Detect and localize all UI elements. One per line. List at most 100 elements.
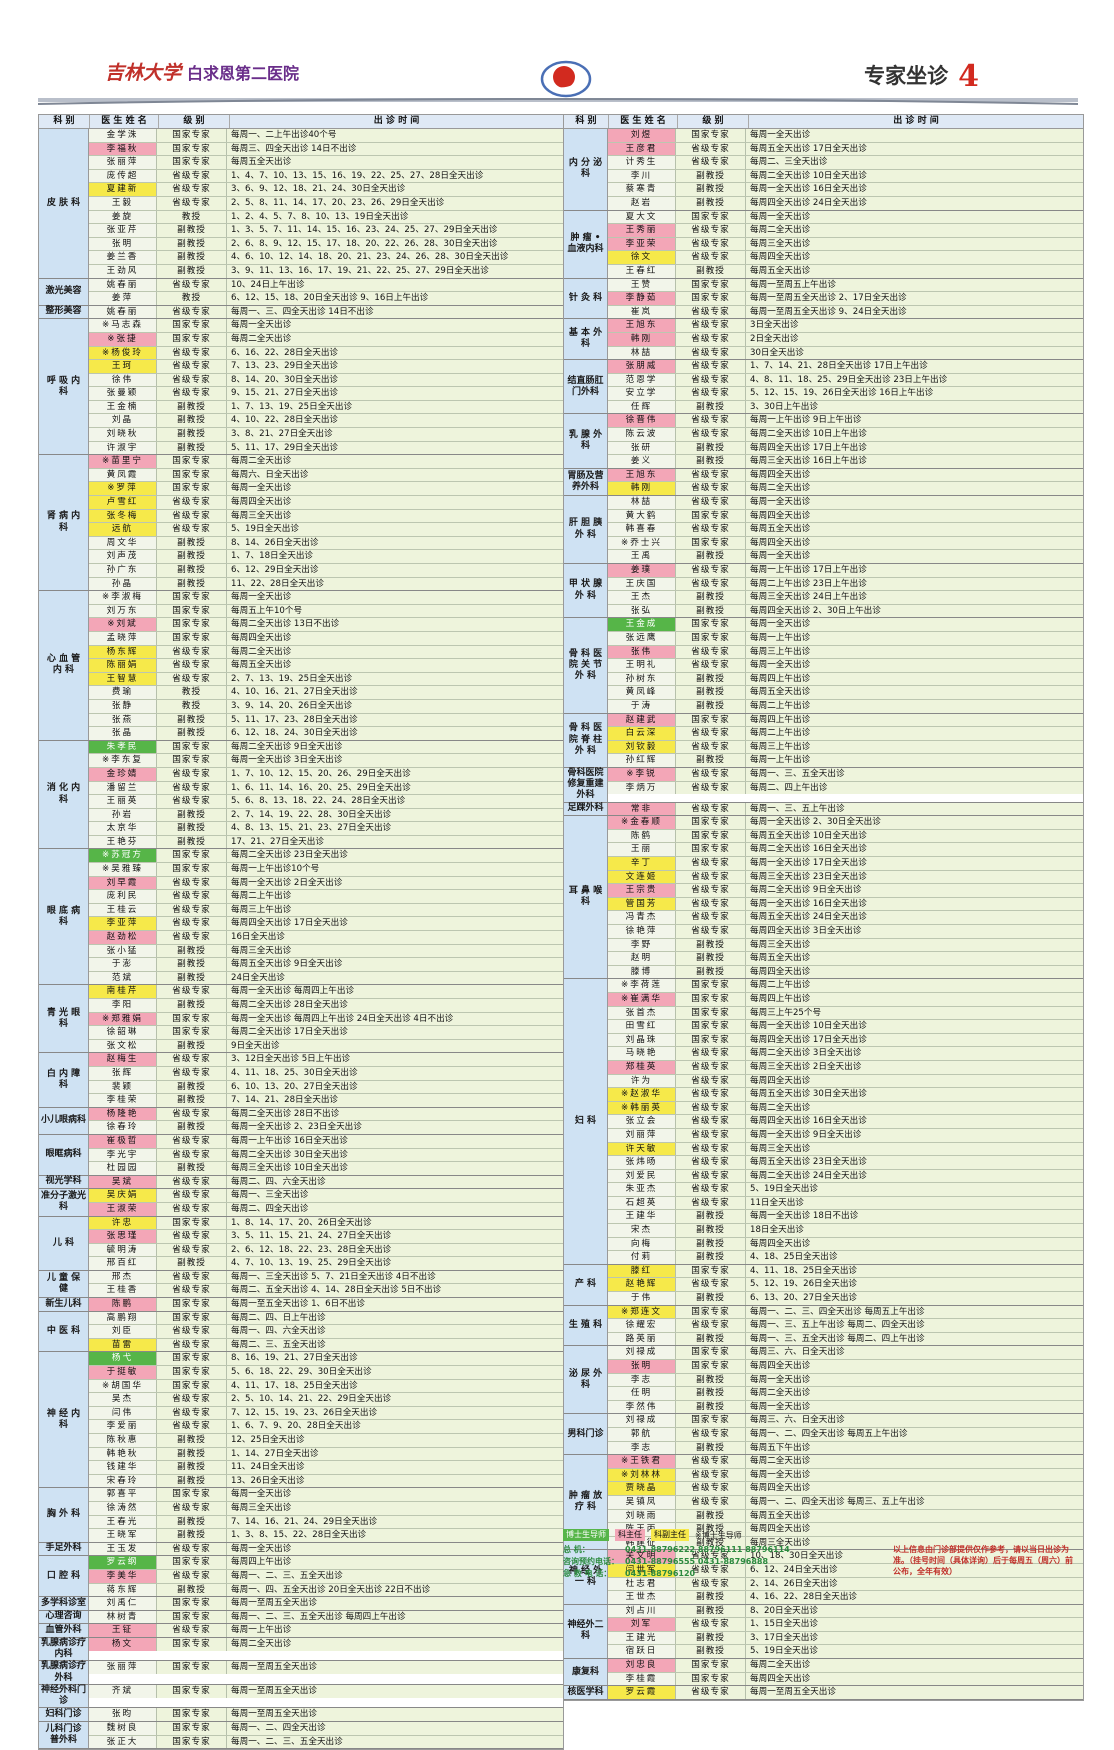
doctor-schedule: 每周三上午25个号 [746, 1006, 1083, 1020]
table-row: 刘煜 国家专家 每周一全天出诊 [608, 129, 1083, 143]
table-row: 韩喜春 省级专家 每周五全天出诊 [608, 523, 1083, 537]
table-row: 白云深 省级专家 每周二上午出诊 [608, 727, 1083, 741]
header-name: 医 生 姓 名 [90, 115, 159, 128]
doctor-title: 副教授 [676, 441, 746, 455]
contact-value: 0431-88796222 88796111 88796114 [625, 1545, 790, 1554]
table-row: 李美华 省级专家 每周一、二、三、五全天出诊 [89, 1569, 563, 1584]
header-title: 级 别 [159, 115, 230, 128]
table-row: 太京华 副教授 4、8、13、15、21、23、27日全天出诊 [89, 822, 563, 836]
doctor-schedule: 1、6、11、14、16、20、25、29日全天出诊 [227, 781, 563, 795]
department-block: 泌 尿 外 科刘禄成 国家专家 每周三、六、日全天出诊 张明 国家专家 每周四全天出诊 李志… [564, 1346, 1083, 1415]
doctor-schedule: 3、8、21、27日全天出诊 [227, 428, 563, 441]
doctor-schedule: 4、11、18、25、30日全天出诊 [227, 1066, 563, 1080]
doctor-title: 副教授 [157, 1461, 227, 1474]
doctor-name: 姜旋 [89, 210, 157, 224]
doctor-title: 省级专家 [676, 577, 746, 591]
table-row: 范斌 副教授 24日全天出诊 [89, 971, 563, 985]
doctor-schedule: 2、6、8、9、12、15、17、18、20、22、26、28、30日全天出诊 [227, 237, 563, 251]
doctor-title: 省级专家 [157, 876, 227, 890]
table-row: ※苏冠方 国家专家 每周二全天出诊 23日全天出诊 [89, 849, 563, 864]
doctor-name: 刘晓雨 [608, 1509, 676, 1523]
table-row: ※李淑梅 国家专家 每周一全天出诊 [89, 591, 563, 605]
department-block: 肝 胆 胰 外 科林喆 省级专家 每周一全天出诊 黄大鹤 国家专家 每周四全天出诊 韩喜春省… [564, 496, 1083, 564]
header-name: 医 生 姓 名 [609, 115, 678, 128]
doctor-schedule: 每周二全天出诊 [746, 1455, 1083, 1468]
doctor-schedule: 5、12、15、19、26日全天出诊 16日上午出诊 [746, 387, 1083, 400]
table-row: 王桂香 省级专家 每周二、五全天出诊 4、14、28日全天出诊 5日不出诊 [89, 1284, 563, 1298]
doctor-schedule: 每周一、三全天出诊 5、7、21日全天出诊 4日不出诊 [227, 1270, 563, 1284]
doctor-title: 国家专家 [676, 992, 746, 1006]
table-row: 王金成 国家专家 每周一全天出诊 [608, 618, 1083, 632]
table-row: 姜璞 省级专家 每周一上午出诊 17日上午出诊 [608, 564, 1083, 578]
doctor-schedule: 5、11、17、23、28日全天出诊 [227, 713, 563, 727]
doctor-schedule: 16日全天出诊 [227, 931, 563, 944]
doctor-title: 省级专家 [676, 1455, 746, 1468]
doctor-schedule: 每周四全天出诊 3日全天出诊 [746, 925, 1083, 938]
doctor-title: 副教授 [676, 1509, 746, 1523]
doctor-name: 王桂云 [89, 903, 157, 917]
table-row: 陈云波 省级专家 每周二全天出诊 10日上午出诊 [608, 428, 1083, 442]
doctor-title: 省级专家 [676, 1550, 746, 1563]
table-row: 于伟 副教授 6、13、20、27日全天出诊 [608, 1292, 1083, 1305]
doctor-schedule: 每周一、二、三、五全天出诊 每周四上午出诊 [227, 1610, 563, 1624]
table-row: 刘钦毅 省级专家 每周三上午出诊 [608, 740, 1083, 755]
table-row: ※张捷 国家专家 每周二全天出诊 [89, 332, 563, 347]
doctor-schedule: 每周二、四、六全天出诊 [227, 1175, 563, 1189]
table-row: 孙红辉 副教授 每周一上午出诊 [608, 754, 1083, 767]
doctor-title: 教授 [157, 210, 227, 224]
doctor-name: 张燕 [89, 713, 157, 727]
doctor-schedule: 每周一全天出诊 [227, 482, 563, 496]
table-row: 姚春丽 省级专家 每周一、三、四全天出诊 14日不出诊 [89, 305, 563, 319]
table-row: 许天敏 省级专家 每周三全天出诊 [608, 1142, 1083, 1157]
doctor-name: 李桂霞 [608, 1672, 676, 1686]
doctor-title: 副教授 [676, 604, 746, 618]
department-block: 神经外科门诊 齐斌 国家专家 每周一至周五全天出诊 [39, 1684, 563, 1709]
doctor-name: 付莉 [608, 1251, 676, 1264]
doctor-name: 李野 [608, 938, 676, 952]
doctor-name: 张冬梅 [89, 509, 157, 523]
table-row: 李亚荣 省级专家 每周三全天出诊 [608, 237, 1083, 252]
table-row: 远航 省级专家 5、19日全天出诊 [89, 523, 563, 537]
doctor-title: 省级专家 [676, 496, 746, 509]
doctor-name: 韩艳秋 [89, 1447, 157, 1461]
doctor-title: 省级专家 [157, 1270, 227, 1284]
table-row: 杨东辉 省级专家 每周二全天出诊 [89, 645, 563, 660]
table-row: 王庆国 省级专家 每周二上午出诊 23日上午出诊 [608, 577, 1083, 592]
doctor-title: 省级专家 [676, 1101, 746, 1115]
table-row: 陈鹤 国家专家 每周五全天出诊 10日全天出诊 [608, 829, 1083, 844]
department-block: 肾 病 内 科 ※苗里宁 国家专家 每周二全天出诊 黄凤霞 国家专家 每周六、日全天出诊 ※罗… [39, 455, 563, 592]
doctor-title: 国家专家 [157, 319, 227, 332]
doctor-title: 副教授 [676, 1523, 746, 1536]
department-block: 胸 外 科郭喜平 国家专家 每周一全天出诊 徐涛然 省级专家 每周三全天出诊 王春光 副教授 7… [39, 1488, 563, 1543]
table-row: 刘晶 副教授 4、10、22、28日全天出诊 [89, 414, 563, 429]
table-row: 王杰 副教授 每周三全天出诊 24日上午出诊 [608, 591, 1083, 605]
hospital-label: 白求恩第二医院 [187, 64, 300, 83]
contact-value: 0431-88796120 [625, 1569, 696, 1578]
department-name: 神经外科门诊 [39, 1684, 89, 1708]
department-block: 血管外科 王钲 省级专家 每周一上午出诊 [39, 1624, 563, 1638]
doctor-title: 省级专家 [676, 1183, 746, 1196]
table-row: 滕博 副教授 每周四全天出诊 [608, 965, 1083, 979]
department-name: 核医学科 [564, 1686, 608, 1699]
doctor-title: 副教授 [157, 999, 227, 1012]
doctor-title: 副教授 [157, 958, 227, 971]
department-block: 中 医 科高鹏翔 国家专家 每周二、四、日上午出诊 刘臣 省级专家 每周一、四、六全天出诊… [39, 1311, 563, 1353]
doctor-name: 陈秋惠 [89, 1434, 157, 1447]
doctor-name: 卢雪红 [89, 496, 157, 509]
doctor-title: 省级专家 [676, 1319, 746, 1332]
table-row: 徐耀宏 省级专家 每周一、三、五上午出诊 每周二、四全天出诊 [608, 1319, 1083, 1333]
doctor-name: 计秀生 [608, 156, 676, 169]
table-row: ※李荷莲 国家专家 每周二上午出诊 [608, 979, 1083, 993]
table-row: 辛丁 省级专家 每周一全天出诊 17日全天出诊 [608, 857, 1083, 871]
doctor-name: 于涛 [608, 699, 676, 713]
doctor-schedule: 每周二上午出诊 [227, 890, 563, 903]
doctor-schedule: 每周一上午出诊 [227, 1624, 563, 1637]
doctor-schedule: 每周三、六、日全天出诊 [746, 1414, 1083, 1427]
table-row: 许淑宇 副教授 5、11、17、29日全天出诊 [89, 441, 563, 455]
doctor-title: 省级专家 [676, 781, 746, 795]
column-header: 科 别医 生 姓 名级 别 出 诊 时 间 [564, 115, 1083, 129]
table-row: 周文华 副教授 8、14、26日全天出诊 [89, 536, 563, 551]
page-title: 专家坐诊 4 [864, 56, 979, 94]
contact-row: 急 救 电 话： 0431-88796120 [563, 1568, 1082, 1580]
doctor-schedule: 7、14、21、28日全天出诊 [227, 1094, 563, 1107]
